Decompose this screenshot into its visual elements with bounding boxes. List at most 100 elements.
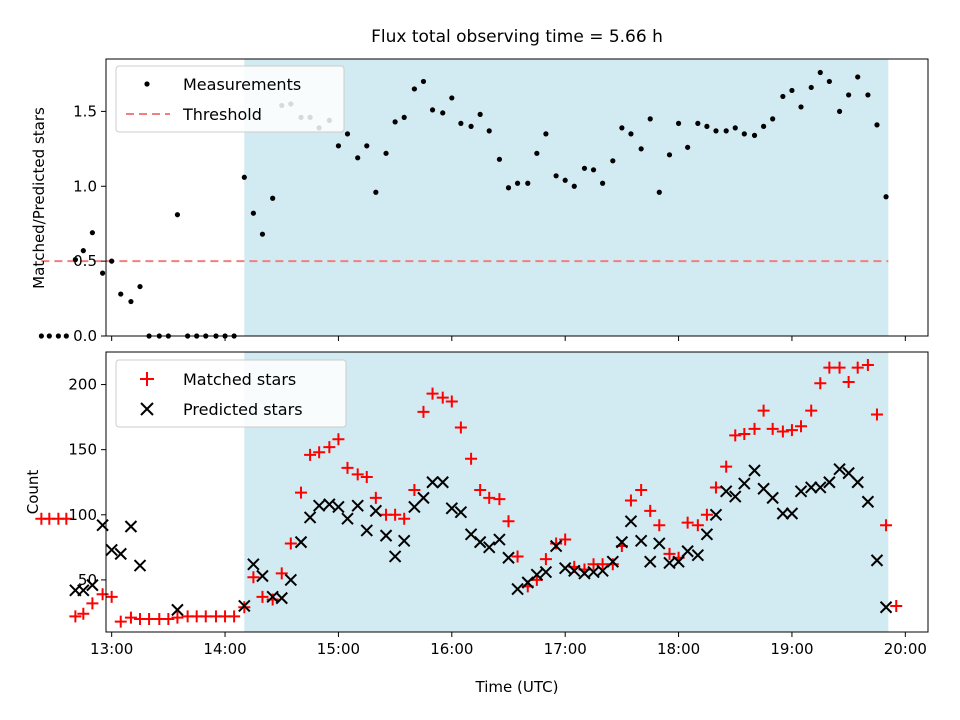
- matched-star-point: [766, 422, 779, 435]
- ratio-y-axis: 0.0 0.5 1.0 1.5: [73, 102, 106, 345]
- measurement-point: [525, 180, 531, 186]
- measurement-point: [798, 104, 804, 110]
- matched-star-point: [162, 612, 175, 625]
- predicted-star-point: [388, 550, 402, 563]
- matched-star-point: [539, 553, 552, 566]
- ratio-chart: 0.0 0.5 1.0 1.5 Matched/Predicted stars Mea…: [30, 58, 929, 345]
- predicted-star-point: [275, 591, 288, 605]
- measurement-point: [638, 146, 644, 152]
- predicted-star-point: [303, 511, 317, 524]
- predicted-star-point: [539, 565, 553, 579]
- predicted-star-point: [323, 498, 336, 511]
- predicted-star-point: [493, 533, 506, 546]
- matched-star-point: [143, 612, 156, 625]
- x-tick-label: 15:00: [317, 640, 360, 658]
- matched-star-point: [691, 519, 704, 532]
- matched-star-point: [304, 448, 317, 461]
- measurement-point: [628, 131, 634, 137]
- matched-star-point: [851, 361, 864, 374]
- predicted-star-point: [672, 555, 685, 568]
- predicted-star-point: [606, 555, 620, 568]
- legend-predicted-label: Predicted stars: [183, 400, 303, 419]
- measurement-point: [420, 78, 427, 85]
- matched-star-point: [351, 468, 364, 481]
- matched-star-point: [369, 491, 382, 504]
- measurement-point: [477, 111, 483, 117]
- predicted-star-point: [596, 564, 609, 577]
- measurement-point: [610, 158, 616, 164]
- predicted-star-point: [851, 476, 864, 489]
- matched-star-point: [341, 461, 354, 474]
- x-tick-label: 20:00: [884, 640, 927, 658]
- matched-star-point: [493, 493, 506, 506]
- matched-star-point: [389, 508, 402, 521]
- matched-star-point: [105, 590, 118, 603]
- measurement-point: [704, 123, 710, 129]
- measurement-point: [174, 212, 181, 218]
- matched-star-point: [77, 607, 90, 620]
- predicted-star-point: [483, 541, 496, 554]
- x-tick-label: 14:00: [203, 640, 246, 658]
- measurement-point: [685, 144, 691, 150]
- x-tick-label: 18:00: [657, 640, 700, 658]
- measurement-point: [109, 258, 115, 264]
- y-tick-label: 50: [78, 571, 97, 589]
- matched-star-point: [814, 377, 827, 390]
- predicted-star-point: [558, 561, 572, 575]
- ratio-legend: Measurements Threshold: [115, 65, 345, 133]
- measurement-point: [392, 119, 398, 125]
- predicted-star-point: [351, 499, 364, 512]
- predicted-star-point: [284, 573, 298, 587]
- matched-star-point: [880, 519, 893, 532]
- predicted-star-point: [738, 477, 751, 490]
- measurement-point: [259, 231, 266, 237]
- ratio-points: [38, 69, 889, 339]
- y-tick-label: 1.0: [73, 177, 97, 195]
- y-tick-label: 1.5: [73, 102, 97, 120]
- matched-star-point: [313, 446, 326, 459]
- measurement-point: [99, 270, 106, 276]
- measurement-point: [80, 248, 86, 254]
- measurement-point: [344, 131, 351, 137]
- predicted-star-point: [332, 500, 345, 514]
- matched-star-point: [86, 597, 99, 610]
- matched-star-point: [426, 387, 439, 400]
- measurement-point: [619, 125, 625, 131]
- matched-star-point: [653, 519, 666, 532]
- predicted-star-point: [709, 508, 723, 521]
- predicted-star-point: [615, 535, 629, 549]
- matched-star-point: [408, 484, 421, 497]
- count-y-axis: 50 100 150 200: [68, 376, 106, 589]
- ratio-x-axis: [111, 336, 906, 341]
- measurement-point: [46, 333, 52, 339]
- predicted-star-point: [748, 464, 761, 477]
- measurement-point: [505, 185, 512, 191]
- matched-star-point: [483, 491, 496, 504]
- matched-star-point: [785, 424, 798, 437]
- measurement-point: [675, 120, 682, 126]
- predicted-star-point: [785, 507, 799, 520]
- matched-star-point: [559, 533, 572, 546]
- matched-star-point: [776, 425, 789, 438]
- matched-star-point: [256, 590, 269, 603]
- predicted-star-point: [644, 555, 657, 568]
- predicted-star-point: [436, 476, 449, 489]
- matched-star-point: [474, 484, 487, 497]
- y-tick-label: 150: [68, 441, 97, 459]
- measurement-point: [514, 180, 521, 186]
- predicted-star-point: [681, 545, 694, 558]
- predicted-star-point: [86, 578, 99, 592]
- matched-star-point: [720, 460, 733, 473]
- predicted-star-point: [624, 515, 638, 528]
- count-legend: Matched stars Predicted stars: [115, 359, 347, 428]
- predicted-star-point: [502, 551, 515, 564]
- matched-star-point: [60, 512, 73, 525]
- matched-star-point: [323, 441, 336, 454]
- matched-star-point: [96, 588, 109, 601]
- matched-star-point: [247, 571, 260, 584]
- predicted-star-point: [511, 582, 524, 596]
- ratio-y-axis-label: Matched/Predicted stars: [30, 107, 48, 289]
- matched-star-point: [228, 610, 241, 623]
- matched-star-point: [465, 452, 478, 465]
- matched-star-point: [861, 359, 874, 372]
